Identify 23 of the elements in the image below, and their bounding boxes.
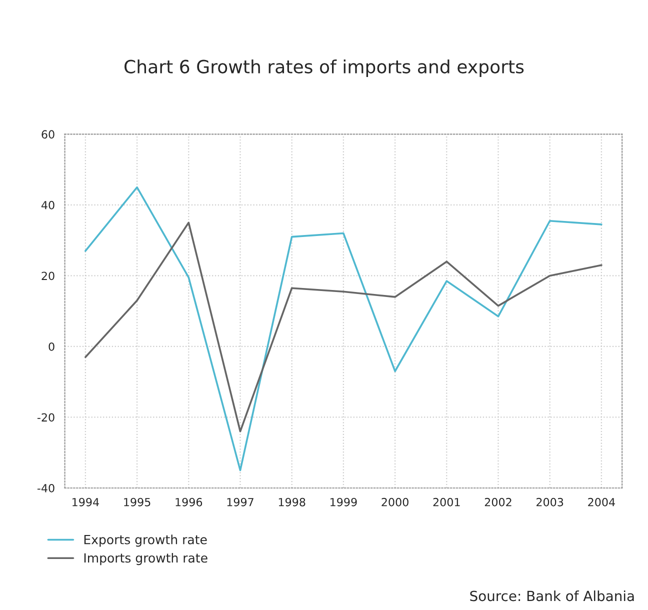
y-tick-label: 20	[42, 272, 54, 280]
line-series	[84, 222, 602, 432]
x-tick-label: 2004	[588, 498, 615, 506]
x-tick-label: 1994	[72, 498, 99, 506]
x-tick-label: 1997	[227, 498, 254, 506]
x-tick-label: 2003	[536, 498, 564, 506]
y-tick-label: -40	[37, 484, 54, 492]
x-tick-label: 1996	[176, 498, 202, 506]
x-tick-label: 2000	[382, 498, 408, 506]
x-tick-label: 2001	[433, 498, 460, 506]
source-note: Source: Bank of Albania	[470, 590, 634, 602]
x-tick-label: 1999	[330, 498, 357, 506]
chart-title: Chart 6 Growth rates of imports and exports	[124, 59, 524, 77]
x-tick-label: 2002	[484, 498, 512, 506]
y-tick-label: 0	[48, 342, 54, 351]
y-tick-label: 40	[41, 200, 54, 210]
legend-label: Exports growth rate	[84, 534, 207, 547]
x-tick-label: 1998	[278, 498, 306, 506]
y-tick-label: 60	[42, 130, 54, 139]
x-tick-label: 1995	[124, 498, 150, 506]
legend-label: Imports growth rate	[84, 552, 208, 566]
y-tick-label: -20	[37, 413, 54, 422]
line-series	[84, 186, 602, 472]
